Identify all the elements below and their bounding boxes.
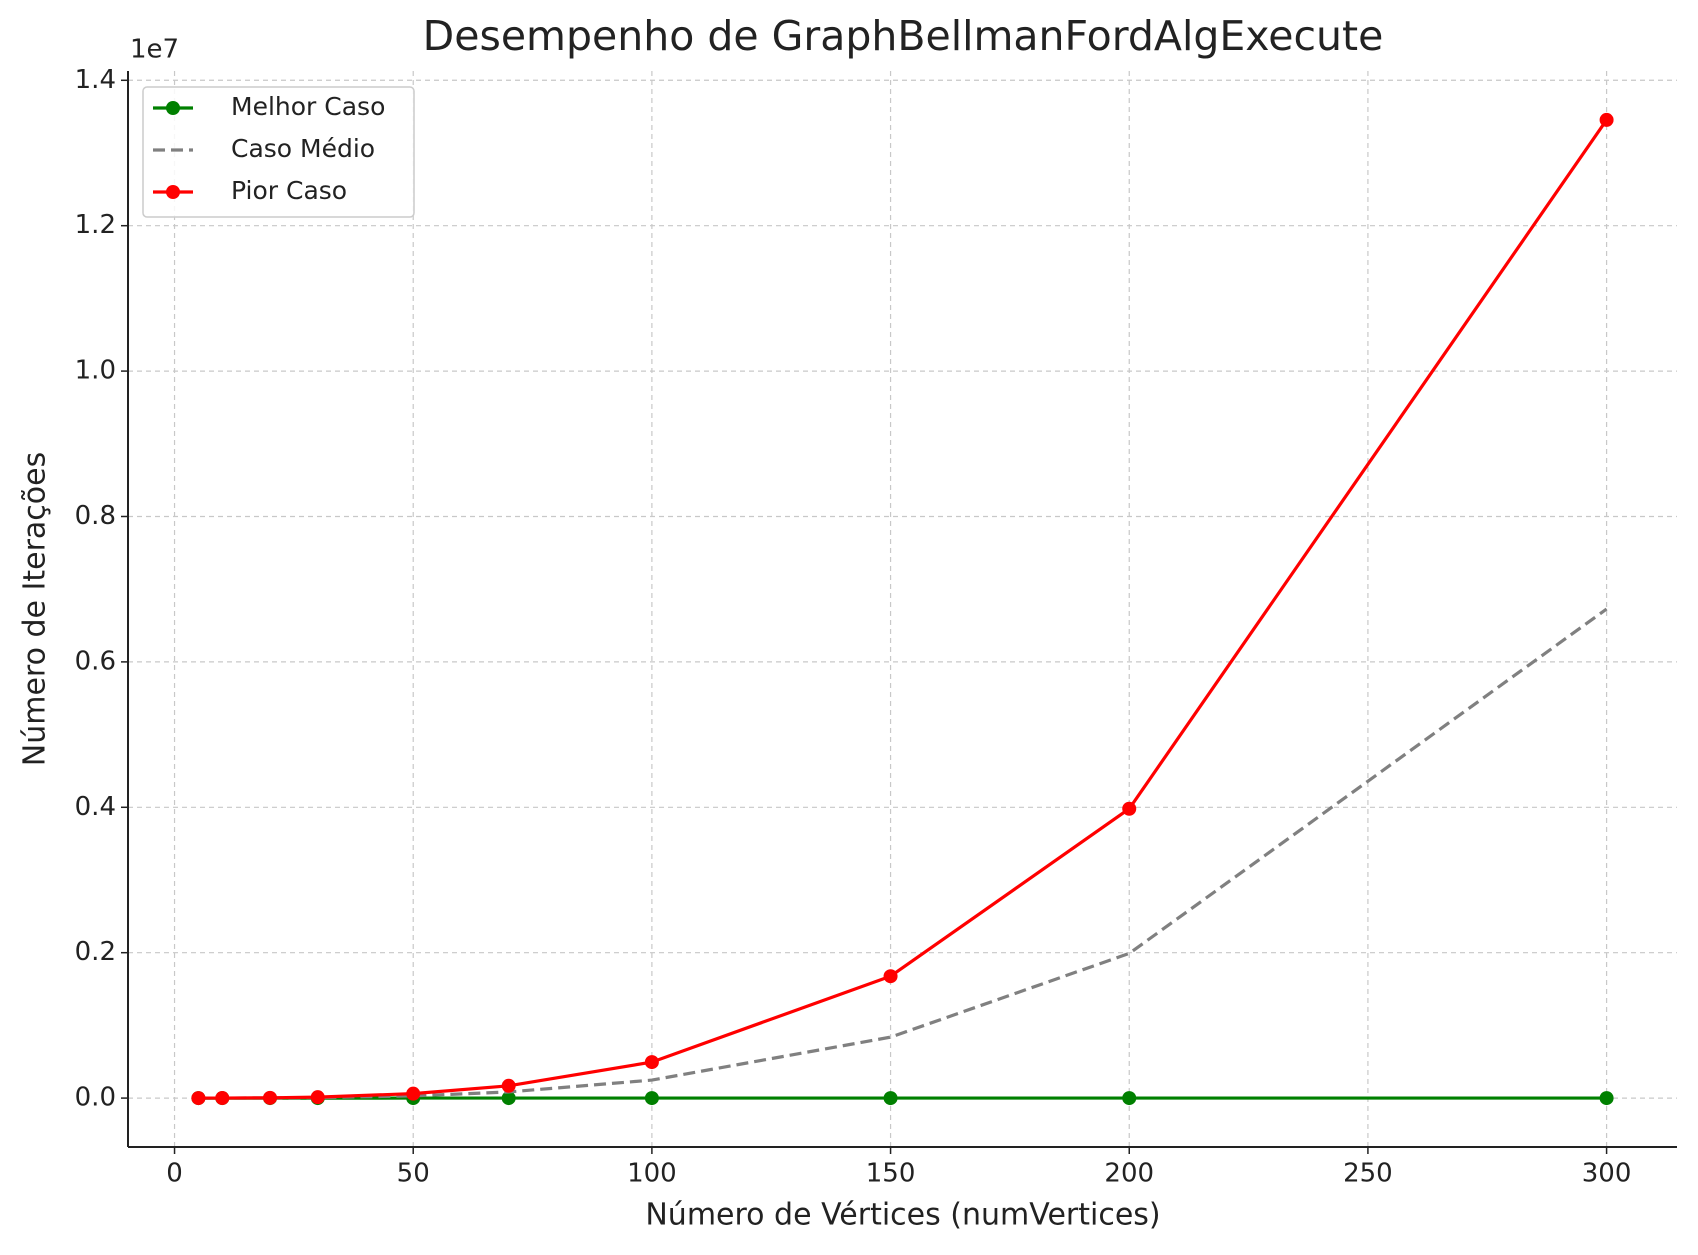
data-point — [883, 969, 898, 984]
data-point — [1122, 801, 1137, 816]
x-tick-label: 0 — [166, 1159, 183, 1189]
data-point — [883, 1091, 898, 1106]
series-line — [198, 607, 1608, 1100]
x-tick-label: 100 — [627, 1159, 677, 1189]
y-tick-label: 0.4 — [75, 792, 116, 822]
y-tick-label: 1.0 — [75, 356, 116, 386]
x-tick-label: 250 — [1343, 1159, 1393, 1189]
y-tick-label: 1.2 — [75, 210, 116, 240]
data-point — [1122, 1091, 1137, 1106]
y-tick-label: 0.6 — [75, 646, 116, 676]
data-point — [644, 1055, 659, 1070]
data-point — [501, 1078, 516, 1093]
x-tick-label: 300 — [1582, 1159, 1632, 1189]
legend: Melhor Caso Caso Médio Pior Caso — [142, 86, 415, 218]
y-axis-label: Número de Iterações — [18, 452, 53, 766]
data-point — [310, 1090, 325, 1105]
series-line — [198, 118, 1608, 1100]
y-tick-label: 1.4 — [75, 65, 116, 95]
legend-label: Melhor Caso — [231, 92, 385, 121]
y-tick-label: 0.8 — [75, 501, 116, 531]
legend-marker — [166, 101, 180, 115]
data-point — [263, 1090, 278, 1105]
legend-marker — [166, 185, 180, 199]
chart-title: Desempenho de GraphBellmanFordAlgExecute — [423, 12, 1384, 60]
x-axis-label: Número de Vértices (numVertices) — [645, 1198, 1160, 1233]
data-point — [215, 1091, 230, 1106]
data-point — [1599, 1091, 1614, 1106]
y-tick-label: 0.0 — [75, 1083, 116, 1113]
data-point — [406, 1086, 421, 1101]
legend-box — [142, 86, 415, 218]
data-point — [501, 1091, 516, 1106]
data-point — [191, 1091, 206, 1106]
x-tick-label: 50 — [397, 1159, 430, 1189]
data-point — [644, 1091, 659, 1106]
y-tick-label: 0.2 — [75, 937, 116, 967]
legend-label: Pior Caso — [231, 176, 347, 205]
x-tick-label: 150 — [866, 1159, 916, 1189]
legend-label: Caso Médio — [231, 134, 375, 163]
y-offset-label: 1e7 — [130, 35, 179, 65]
data-point — [1599, 112, 1614, 127]
x-tick-label: 200 — [1104, 1159, 1154, 1189]
